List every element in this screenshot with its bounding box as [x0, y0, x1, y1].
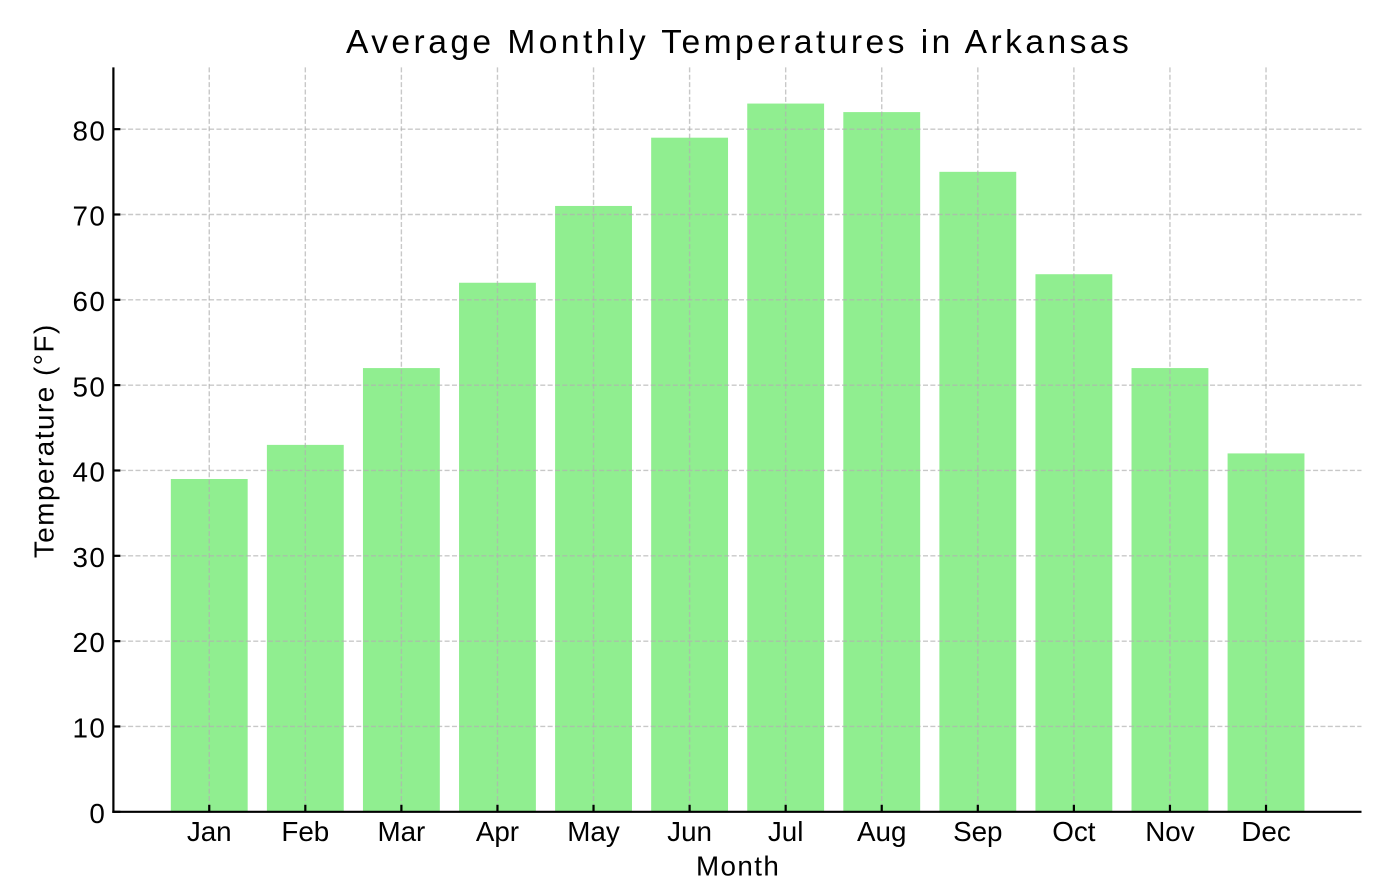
svg-text:Temperature (°F): Temperature (°F) [29, 323, 60, 558]
svg-text:40: 40 [72, 457, 106, 488]
svg-text:Apr: Apr [476, 816, 519, 847]
svg-text:20: 20 [72, 627, 106, 658]
svg-text:80: 80 [72, 115, 106, 146]
svg-text:May: May [567, 816, 620, 847]
svg-text:50: 50 [72, 371, 106, 402]
svg-text:Dec: Dec [1241, 816, 1291, 847]
svg-text:60: 60 [72, 286, 106, 317]
svg-text:Month: Month [696, 850, 780, 881]
svg-text:30: 30 [72, 542, 106, 573]
svg-text:Average Monthly Temperatures i: Average Monthly Temperatures in Arkansas [346, 24, 1132, 61]
svg-text:Nov: Nov [1145, 816, 1195, 847]
svg-text:70: 70 [72, 201, 106, 232]
svg-text:0: 0 [89, 798, 106, 829]
svg-text:Aug: Aug [857, 816, 906, 847]
svg-text:Feb: Feb [281, 816, 329, 847]
svg-text:Jul: Jul [768, 816, 804, 847]
svg-text:10: 10 [72, 713, 106, 744]
svg-text:Jan: Jan [187, 816, 232, 847]
svg-text:Oct: Oct [1052, 816, 1096, 847]
svg-text:Sep: Sep [953, 816, 1002, 847]
svg-text:Mar: Mar [377, 816, 425, 847]
svg-text:Jun: Jun [667, 816, 712, 847]
